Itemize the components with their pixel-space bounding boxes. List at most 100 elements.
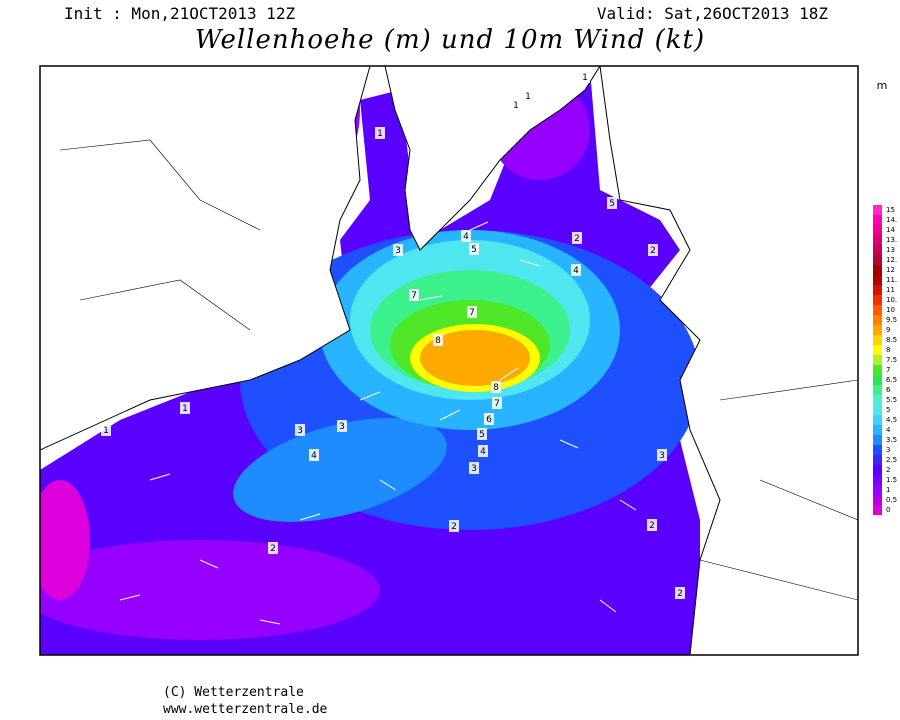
legend-swatch xyxy=(873,325,882,335)
legend-swatch xyxy=(873,395,882,405)
legend-label: 3.5 xyxy=(886,436,897,444)
legend-label: 5 xyxy=(886,406,890,414)
legend-swatch xyxy=(873,215,882,225)
legend-label: 4.5 xyxy=(886,416,897,424)
legend-swatch xyxy=(873,225,882,235)
wave-low xyxy=(40,540,380,640)
legend-label: 0.5 xyxy=(886,496,897,504)
contour-label: 2 xyxy=(649,521,655,531)
legend-swatch xyxy=(873,295,882,305)
contour-label-box xyxy=(648,244,658,256)
map-frame xyxy=(39,65,859,656)
legend-label: 9.5 xyxy=(886,316,897,324)
contour-label: 1 xyxy=(582,73,588,83)
map-title: Wellenhoehe (m) und 10m Wind (kt) xyxy=(195,25,705,55)
greenland xyxy=(384,66,601,251)
legend-label: 13 xyxy=(886,246,895,254)
contour-label-box xyxy=(491,381,501,393)
legend-swatch xyxy=(873,505,882,515)
contour-label-box xyxy=(449,520,459,532)
contour-label: 5 xyxy=(479,430,485,440)
wave-low xyxy=(40,480,90,600)
contour-label-box xyxy=(469,243,479,255)
legend-label: 3 xyxy=(886,446,890,454)
legend-swatch xyxy=(873,205,882,215)
legend-swatch xyxy=(873,285,882,295)
legend-swatch xyxy=(873,475,882,485)
legend-swatch xyxy=(873,435,882,445)
contour-label-box xyxy=(461,230,471,242)
legend-label: 8.5 xyxy=(886,336,897,344)
contour-label: 2 xyxy=(650,246,656,256)
legend-label: 0 xyxy=(886,506,890,514)
contour-label: 1 xyxy=(182,404,188,414)
contour-label: 1 xyxy=(377,129,383,139)
contour-label: 7 xyxy=(469,308,475,318)
contour-label: 8 xyxy=(435,336,441,346)
legend-swatch xyxy=(873,405,882,415)
legend-swatch xyxy=(873,415,882,425)
contour-label: 4 xyxy=(463,232,469,242)
valid-time: Valid: Sat,26OCT2013 18Z xyxy=(597,4,829,23)
legend-swatch xyxy=(873,355,882,365)
wind-barbs xyxy=(119,221,637,625)
source-url: www.wetterzentrale.de xyxy=(163,702,328,717)
contour-label-box xyxy=(657,449,667,461)
legend-swatch xyxy=(873,455,882,465)
contour-label: 3 xyxy=(297,426,303,436)
contour-label: 1 xyxy=(525,92,531,102)
init-time: Init : Mon,21OCT2013 12Z xyxy=(64,4,296,23)
map xyxy=(39,65,859,656)
legend-label: 8 xyxy=(886,346,890,354)
contour-label-box xyxy=(580,71,590,83)
contour-label: 7 xyxy=(411,291,417,301)
contour-label-box xyxy=(375,127,385,139)
legend-label: 11. xyxy=(886,276,897,284)
legend-label: 12 xyxy=(886,266,895,274)
legend-swatch xyxy=(873,425,882,435)
contour-label: 2 xyxy=(677,589,683,599)
contour-label-box xyxy=(433,334,443,346)
legend-label: 7 xyxy=(886,366,890,374)
legend-swatch xyxy=(873,375,882,385)
legend-swatch xyxy=(873,485,882,495)
contour-label-box xyxy=(295,424,305,436)
contour-label-box xyxy=(309,449,319,461)
legend-label: 14 xyxy=(886,226,895,234)
copyright: (C) Wetterzentrale xyxy=(163,685,304,700)
contour-label-box xyxy=(478,445,488,457)
contour-label: 8 xyxy=(493,383,499,393)
contour-label-box xyxy=(409,289,419,301)
contour-label: 7 xyxy=(494,399,500,409)
contour-label: 4 xyxy=(311,451,317,461)
contour-label-box xyxy=(268,542,278,554)
contour-label: 3 xyxy=(471,464,477,474)
contour-label: 1 xyxy=(103,426,109,436)
contour-label: 5 xyxy=(609,199,615,209)
contour-label: 3 xyxy=(339,422,345,432)
wave-peak xyxy=(420,330,530,386)
legend: m 1514.1413.1312.1211.1110.109.598.587.5… xyxy=(873,79,897,515)
contour-label-box xyxy=(572,232,582,244)
contour-label: 3 xyxy=(395,246,401,256)
contour-label: 6 xyxy=(486,415,492,425)
legend-label: 9 xyxy=(886,326,890,334)
legend-label: 5.5 xyxy=(886,396,897,404)
legend-swatch xyxy=(873,305,882,315)
contour-label-box xyxy=(180,402,190,414)
legend-swatch xyxy=(873,445,882,455)
legend-label: 10. xyxy=(886,296,897,304)
contour-label-box xyxy=(511,99,521,111)
legend-swatch xyxy=(873,335,882,345)
legend-swatch xyxy=(873,365,882,375)
contour-label-box xyxy=(393,244,403,256)
contour-label-box xyxy=(523,90,533,102)
legend-unit: m xyxy=(877,79,888,92)
contour-label: 4 xyxy=(480,447,486,457)
legend-label: 15 xyxy=(886,206,895,214)
contour-label-box xyxy=(467,306,477,318)
legend-swatch xyxy=(873,265,882,275)
legend-label: 13. xyxy=(886,236,897,244)
